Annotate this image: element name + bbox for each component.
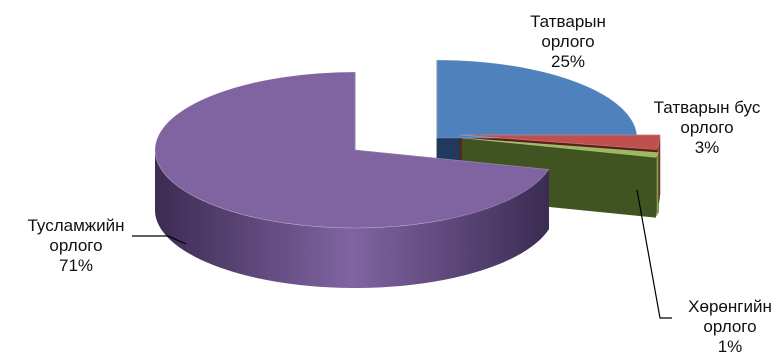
slice-outer-wall — [656, 152, 659, 217]
data-label-line: орлого — [541, 32, 594, 51]
data-label-line: Хөрөнгийн — [688, 297, 772, 316]
pie-slice-4 — [154, 71, 550, 229]
data-label-3: Хөрөнгийн орлого 1% — [688, 297, 772, 356]
data-label-line: Татварын бус — [654, 98, 761, 117]
leader-line-4 — [132, 235, 187, 245]
data-label-line: орлого — [703, 317, 756, 336]
pie-slice-3 — [461, 137, 659, 158]
data-label-4: Тусламжийн орлого 71% — [27, 216, 124, 275]
data-label-line: 25% — [551, 52, 585, 71]
data-label-line: Татварын — [530, 12, 606, 31]
data-label-line: 3% — [695, 138, 720, 157]
data-label-line: орлого — [49, 236, 102, 255]
slice-outer-wall — [155, 150, 549, 288]
slice-tops — [154, 59, 661, 229]
data-label-line: 71% — [59, 256, 93, 275]
data-label-1: Татварын орлого 25% — [530, 12, 606, 71]
data-label-line: орлого — [680, 118, 733, 137]
data-label-2: Татварын бус орлого 3% — [654, 98, 761, 157]
pie-slice-1 — [436, 59, 638, 139]
pie-slice-2 — [459, 134, 661, 150]
data-label-line: 1% — [718, 337, 743, 356]
data-label-line: Тусламжийн — [27, 216, 124, 235]
leader-line-3 — [636, 189, 672, 319]
